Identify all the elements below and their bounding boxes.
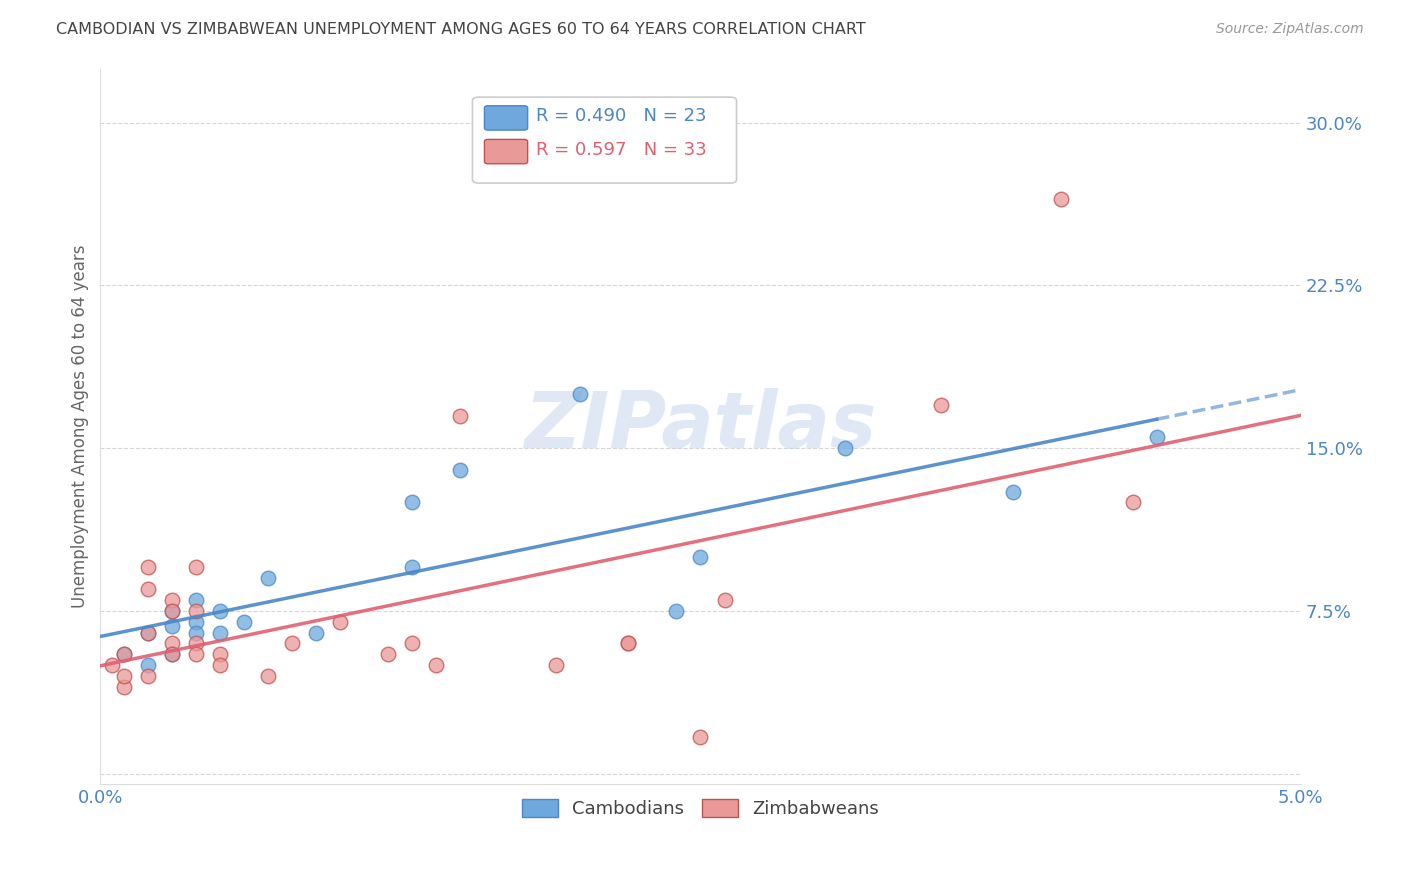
Point — [377, 647, 399, 661]
Point — [1001, 484, 1024, 499]
Point — [112, 647, 135, 661]
Point — [162, 593, 184, 607]
Text: CAMBODIAN VS ZIMBABWEAN UNEMPLOYMENT AMONG AGES 60 TO 64 YEARS CORRELATION CHART: CAMBODIAN VS ZIMBABWEAN UNEMPLOYMENT AMO… — [56, 22, 866, 37]
Legend: Cambodians, Zimbabweans: Cambodians, Zimbabweans — [515, 792, 887, 825]
Point — [401, 636, 423, 650]
Point — [1049, 192, 1071, 206]
FancyBboxPatch shape — [485, 139, 527, 164]
Point — [401, 560, 423, 574]
Point — [112, 680, 135, 694]
Point — [162, 647, 184, 661]
Point — [569, 387, 592, 401]
Point — [112, 647, 135, 661]
Point — [138, 625, 160, 640]
Point — [617, 636, 640, 650]
Point — [162, 647, 184, 661]
Point — [929, 398, 952, 412]
Point — [401, 495, 423, 509]
Point — [186, 615, 208, 629]
Point — [186, 560, 208, 574]
Point — [689, 549, 711, 564]
Point — [305, 625, 328, 640]
Y-axis label: Unemployment Among Ages 60 to 64 years: Unemployment Among Ages 60 to 64 years — [72, 244, 89, 608]
Point — [186, 593, 208, 607]
Text: Source: ZipAtlas.com: Source: ZipAtlas.com — [1216, 22, 1364, 37]
Point — [281, 636, 304, 650]
Point — [449, 463, 471, 477]
Point — [425, 658, 447, 673]
Point — [1122, 495, 1144, 509]
Point — [617, 636, 640, 650]
Point — [257, 571, 280, 585]
Point — [162, 604, 184, 618]
Point — [162, 604, 184, 618]
Point — [1146, 430, 1168, 444]
Point — [186, 604, 208, 618]
Point — [209, 604, 232, 618]
Point — [257, 669, 280, 683]
Point — [233, 615, 256, 629]
FancyBboxPatch shape — [472, 97, 737, 183]
Text: ZIPatlas: ZIPatlas — [524, 389, 876, 465]
Point — [546, 658, 568, 673]
Point — [138, 625, 160, 640]
Point — [186, 647, 208, 661]
Point — [101, 658, 124, 673]
Point — [138, 582, 160, 597]
Point — [209, 647, 232, 661]
Point — [162, 636, 184, 650]
Point — [209, 625, 232, 640]
Point — [138, 560, 160, 574]
Point — [138, 669, 160, 683]
Text: R = 0.490   N = 23: R = 0.490 N = 23 — [536, 107, 707, 126]
Point — [689, 730, 711, 744]
Text: R = 0.597   N = 33: R = 0.597 N = 33 — [536, 141, 707, 159]
FancyBboxPatch shape — [485, 106, 527, 130]
Point — [162, 619, 184, 633]
Point — [186, 636, 208, 650]
Point — [834, 441, 856, 455]
Point — [186, 625, 208, 640]
Point — [112, 669, 135, 683]
Point — [209, 658, 232, 673]
Point — [665, 604, 688, 618]
Point — [138, 658, 160, 673]
Point — [329, 615, 352, 629]
Point — [449, 409, 471, 423]
Point — [713, 593, 735, 607]
